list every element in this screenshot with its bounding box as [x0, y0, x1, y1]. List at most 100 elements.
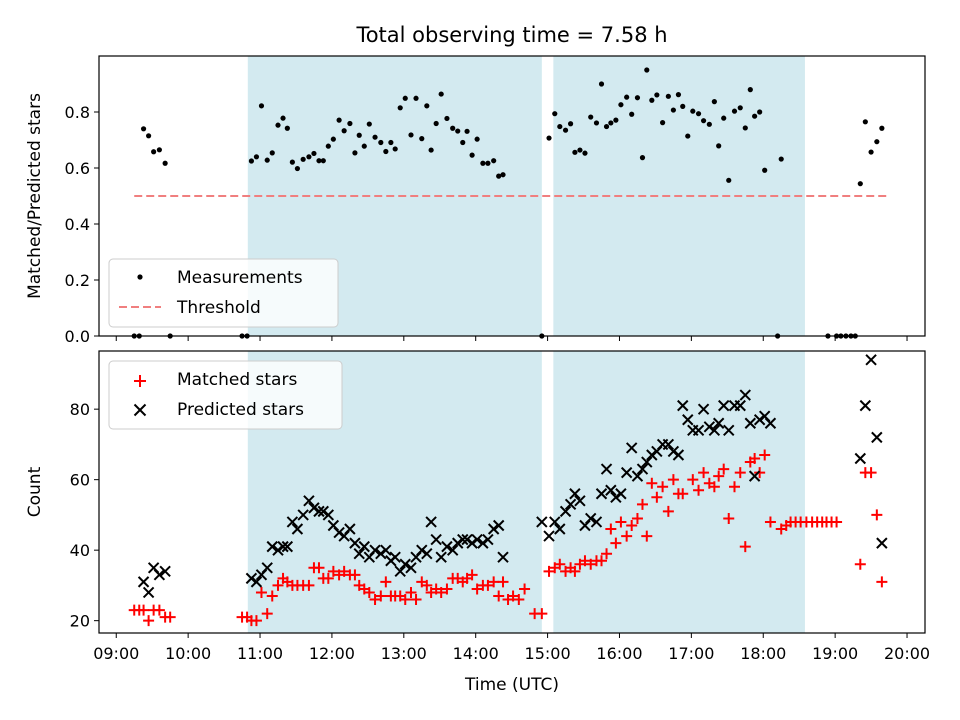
measurement-point-83 — [660, 120, 666, 126]
measurement-point-41 — [408, 132, 414, 138]
predicted-star-point-87 — [703, 421, 716, 433]
predicted-star-point-16 — [303, 495, 315, 507]
matched-star-point-106 — [754, 467, 766, 479]
xtick-label-10: 19:00 — [812, 644, 858, 663]
measurement-point-30 — [352, 150, 358, 156]
top-axes-frame — [98, 55, 926, 337]
predicted-star-point-50 — [477, 537, 489, 549]
measurement-point-67 — [577, 147, 583, 153]
predicted-star-point-79 — [662, 438, 675, 451]
measurement-point-23 — [316, 158, 322, 164]
predicted-star-point-83 — [682, 414, 694, 426]
predicted-star-point-94 — [739, 389, 751, 401]
matched-star-point-102 — [734, 467, 746, 479]
bot-ytick-label-1: 40 — [70, 541, 90, 560]
matched-star-point-80 — [615, 516, 627, 528]
matched-star-point-74 — [585, 558, 597, 570]
predicted-star-point-99 — [764, 417, 777, 429]
measurement-point-68 — [582, 150, 588, 156]
top-legend: Measurements Threshold — [108, 258, 339, 328]
top-ytick-label-0: 0.0 — [65, 327, 90, 346]
predicted-star-point-9 — [266, 540, 278, 553]
predicted-star-point-13 — [286, 516, 299, 528]
matched-star-point-59 — [497, 576, 509, 588]
predicted-star-point-66 — [595, 488, 608, 500]
predicted-star-point-6 — [250, 576, 263, 588]
top-legend-box — [108, 258, 339, 328]
predicted-star-point-82 — [677, 399, 689, 412]
measurement-point-81 — [649, 97, 655, 103]
xtick-label-9: 18:00 — [740, 644, 786, 663]
measurement-point-32 — [361, 143, 367, 149]
predicted-star-point-71 — [620, 466, 633, 479]
predicted-star-point-88 — [708, 424, 721, 437]
predicted-star-point-38 — [416, 544, 428, 556]
bottom-legend-box — [108, 360, 343, 430]
predicted-star-point-20 — [322, 509, 335, 521]
measurement-point-65 — [567, 121, 574, 127]
predicted-stars-layer — [137, 354, 888, 599]
predicted-star-point-40 — [425, 516, 437, 528]
predicted-star-point-80 — [667, 445, 680, 458]
matched-star-point-44 — [421, 579, 433, 591]
matched-star-point-21 — [303, 579, 315, 591]
bot-ytick-label-3: 80 — [70, 400, 90, 419]
measurement-point-50 — [455, 128, 461, 134]
matched-star-point-14 — [266, 590, 278, 602]
predicted-star-point-60 — [564, 498, 577, 511]
matched-star-point-48 — [441, 583, 453, 595]
measurement-point-18 — [289, 159, 295, 165]
predicted-star-point-36 — [405, 562, 417, 574]
predicted-star-point-102 — [865, 354, 877, 366]
predicted-star-point-72 — [625, 442, 638, 454]
predicted-star-point-24 — [344, 523, 356, 535]
matched-star-point-82 — [626, 519, 638, 531]
measurement-point-94 — [716, 143, 722, 149]
matched-star-point-26 — [327, 565, 339, 577]
measurement-point-77 — [629, 111, 635, 117]
matched-star-point-34 — [369, 594, 381, 606]
xtick-label-4: 13:00 — [381, 644, 427, 663]
matched-star-point-58 — [493, 590, 505, 602]
predicted-star-point-26 — [353, 547, 365, 560]
top-x-ticks — [115, 336, 908, 341]
predicted-star-point-91 — [723, 424, 735, 437]
matched-stars-layer — [128, 449, 888, 627]
measurement-point-89 — [690, 108, 696, 114]
matched-star-point-123 — [865, 467, 877, 479]
measurement-point-17 — [284, 125, 290, 131]
matched-star-point-120 — [831, 516, 843, 528]
legend-label-measurements: Measurements — [177, 268, 303, 288]
predicted-star-point-69 — [610, 491, 622, 503]
predicted-star-point-89 — [712, 417, 725, 429]
measurement-point-35 — [378, 139, 384, 146]
measurement-point-91 — [700, 118, 707, 124]
measurement-point-74 — [613, 117, 619, 123]
measurement-point-33 — [366, 121, 372, 127]
predicted-star-point-25 — [349, 537, 361, 549]
matched-star-point-12 — [255, 586, 267, 598]
matched-star-point-28 — [338, 565, 350, 577]
measurement-point-25 — [325, 143, 331, 149]
bot-ytick-label-0: 20 — [70, 612, 90, 631]
matched-star-point-83 — [631, 512, 643, 524]
predicted-star-point-17 — [308, 502, 320, 514]
legend-label-predicted: Predicted stars — [177, 400, 304, 420]
matched-star-point-33 — [363, 586, 375, 598]
measurement-point-42 — [413, 95, 419, 101]
measurement-point-96 — [726, 177, 732, 183]
matched-star-point-71 — [569, 565, 581, 577]
measurement-point-75 — [618, 102, 624, 108]
measurement-point-55 — [480, 160, 486, 166]
matched-star-point-65 — [536, 608, 548, 620]
matched-star-point-85 — [641, 530, 653, 542]
matched-star-point-57 — [488, 576, 500, 588]
measurement-point-47 — [438, 91, 444, 97]
x-axis-label: Time (UTC) — [464, 675, 559, 695]
matched-star-point-99 — [718, 463, 730, 475]
matched-star-point-84 — [636, 498, 648, 510]
xtick-label-11: 20:00 — [884, 644, 930, 663]
measurement-point-62 — [552, 111, 558, 117]
matched-star-point-56 — [482, 579, 494, 591]
